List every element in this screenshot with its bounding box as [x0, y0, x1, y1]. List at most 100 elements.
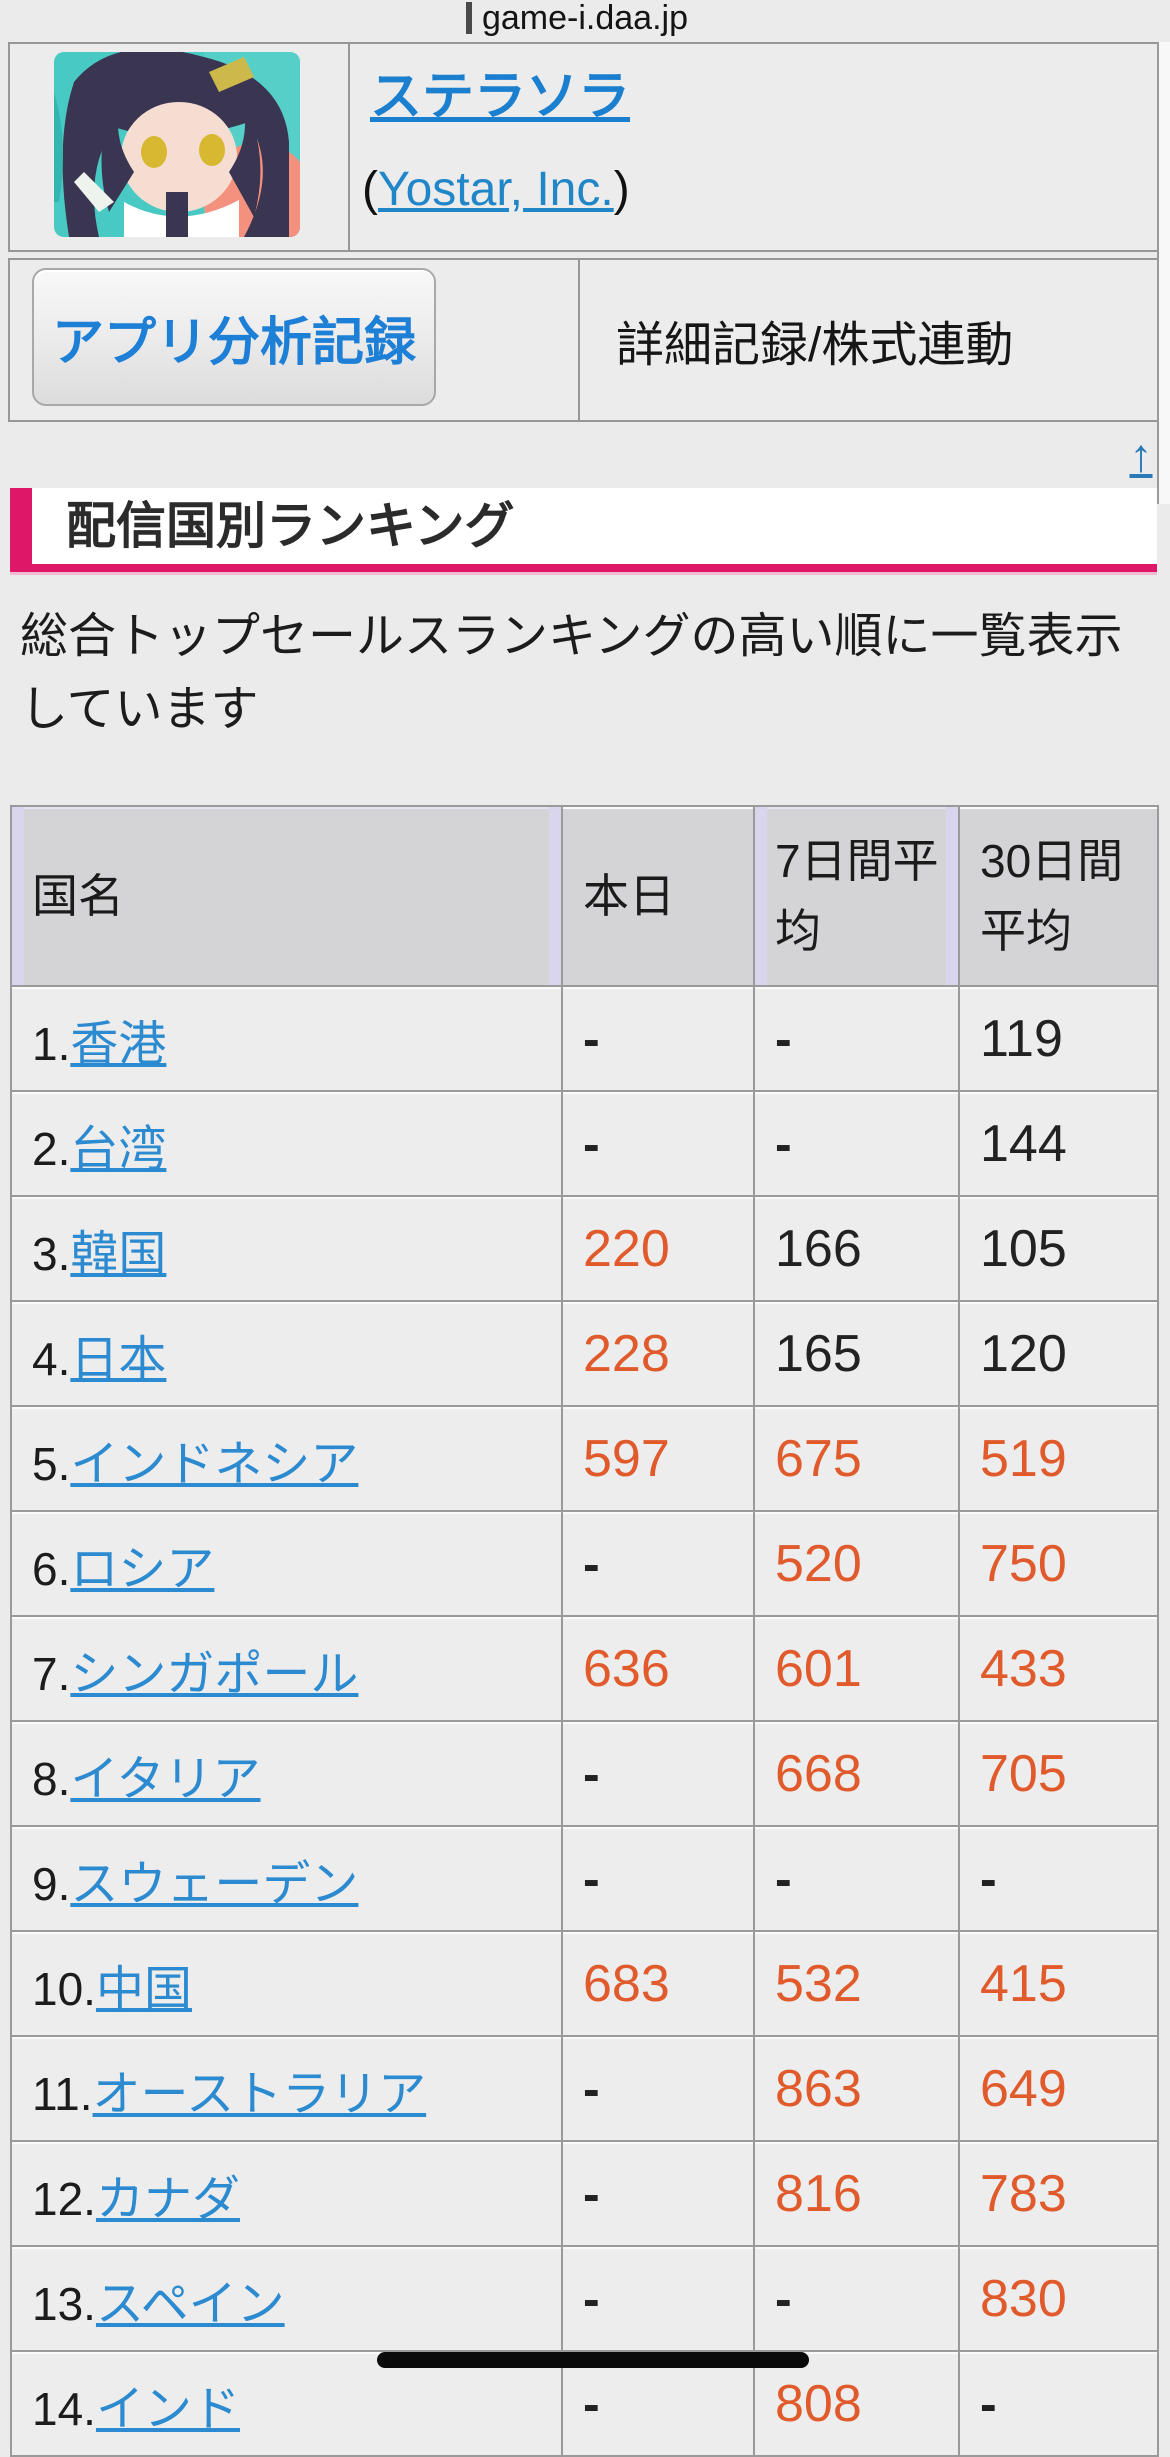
country-link[interactable]: インドネシア — [70, 1437, 359, 1491]
app-info-table: ステラソラ (Yostar, Inc.) — [8, 42, 1159, 252]
value-cell: - — [561, 2035, 755, 2142]
country-cell: 1.香港 — [10, 985, 563, 1092]
country-link[interactable]: 台湾 — [70, 1122, 167, 1176]
header-today: 本日 — [561, 805, 755, 987]
country-link[interactable]: 日本 — [70, 1332, 167, 1386]
value-cell: 119 — [958, 985, 1159, 1092]
table-row: 11.オーストラリア -863 649 — [10, 2035, 1159, 2142]
country-link[interactable]: カナダ — [95, 2172, 240, 2226]
value-cell: 816 — [753, 2140, 960, 2247]
value-cell: - — [561, 985, 755, 1092]
section-description: 総合トップセールスランキングの高い順に一覧表示しています — [20, 610, 1123, 736]
value-cell: 597 — [561, 1405, 755, 1512]
value-cell: 220 — [561, 1195, 755, 1302]
table-row: 3.韓国 220 166 105 — [10, 1195, 1159, 1302]
rank-number: 14. — [32, 2382, 96, 2435]
country-link[interactable]: スペイン — [95, 2277, 285, 2331]
value-cell: - — [753, 2245, 960, 2352]
developer-paren-close: ) — [613, 163, 630, 216]
value-cell: - — [753, 1825, 960, 1932]
table-row: 1.香港 - -119 — [10, 985, 1159, 1092]
header-30day-average: 30日間平均 — [958, 805, 1159, 987]
detail-record-label: 詳細記録/株式連動 — [616, 319, 1014, 372]
value-cell: 532 — [753, 1930, 960, 2037]
country-cell: 12.カナダ — [10, 2140, 563, 2247]
header-country: 国名 — [10, 805, 563, 987]
value-cell: 601 — [753, 1615, 960, 1722]
browser-url-bar[interactable]: game-i.daa.jp — [481, 0, 688, 37]
value-cell: 830 — [958, 2245, 1159, 2352]
rank-number: 10. — [32, 1962, 96, 2015]
country-link[interactable]: ロシア — [70, 1542, 215, 1596]
country-link[interactable]: シンガポール — [70, 1647, 359, 1701]
cell-divider — [578, 260, 580, 420]
value-cell: 649 — [958, 2035, 1159, 2142]
section-title: 配信国別ランキング — [66, 498, 515, 554]
rank-number: 13. — [32, 2277, 96, 2330]
country-ranking-table: 国名 本日 7日間平均 30日間平均 1.香港 - -119 2.台湾 - -144 3.韓… — [10, 805, 1159, 2457]
developer-paren-open: ( — [362, 163, 378, 216]
country-cell: 11.オーストラリア — [10, 2035, 563, 2142]
rank-number: 5. — [32, 1437, 71, 1490]
value-cell: - — [958, 1825, 1159, 1932]
country-cell: 2.台湾 — [10, 1090, 563, 1197]
table-row: 10.中国 683 532 415 — [10, 1930, 1159, 2037]
rank-number: 7. — [32, 1647, 71, 1700]
header-7day-average: 7日間平均 — [753, 805, 960, 987]
table-header-row: 国名 本日 7日間平均 30日間平均 — [10, 805, 1159, 987]
home-indicator — [377, 2352, 809, 2368]
country-link[interactable]: 韓国 — [70, 1227, 167, 1281]
app-developer: (Yostar, Inc.) — [362, 162, 630, 217]
value-cell: 105 — [958, 1195, 1159, 1302]
value-cell: - — [753, 1090, 960, 1197]
value-cell: - — [561, 1825, 755, 1932]
clipped-content-fragment — [466, 2, 472, 34]
section-header: 配信国別ランキング — [10, 488, 1157, 572]
rank-number: 6. — [32, 1542, 71, 1595]
value-cell: 668 — [753, 1720, 960, 1827]
value-cell: - — [561, 1090, 755, 1197]
country-link[interactable]: 香港 — [70, 1017, 167, 1071]
country-link[interactable]: スウェーデン — [70, 1857, 359, 1911]
app-analysis-record-button[interactable]: アプリ分析記録 — [32, 268, 436, 406]
table-row: 9.スウェーデン - - - — [10, 1825, 1159, 1932]
table-row: 6.ロシア -520 750 — [10, 1510, 1159, 1617]
value-cell: 863 — [753, 2035, 960, 2142]
rank-number: 2. — [32, 1122, 71, 1175]
developer-link[interactable]: Yostar, Inc. — [377, 163, 614, 216]
ranking-table-body: 1.香港 - -119 2.台湾 - -144 3.韓国 220 166 105 4.日本 228 16… — [10, 985, 1159, 2457]
country-cell: 7.シンガポール — [10, 1615, 563, 1722]
rank-number: 3. — [32, 1227, 71, 1280]
value-cell: 433 — [958, 1615, 1159, 1722]
value-cell: 166 — [753, 1195, 960, 1302]
value-cell: 783 — [958, 2140, 1159, 2247]
country-cell: 9.スウェーデン — [10, 1825, 563, 1932]
country-cell: 13.スペイン — [10, 2245, 563, 2352]
rank-number: 4. — [32, 1332, 71, 1385]
country-link[interactable]: インド — [95, 2382, 240, 2436]
value-cell: 144 — [958, 1090, 1159, 1197]
country-cell: 3.韓国 — [10, 1195, 563, 1302]
value-cell: 750 — [958, 1510, 1159, 1617]
rank-number: 8. — [32, 1752, 71, 1805]
value-cell: 519 — [958, 1405, 1159, 1512]
app-title-link-wrap: ステラソラ — [370, 54, 630, 129]
rank-number: 1. — [32, 1017, 71, 1070]
app-title-link[interactable]: ステラソラ — [370, 68, 631, 126]
country-link[interactable]: イタリア — [70, 1752, 261, 1806]
value-cell: 636 — [561, 1615, 755, 1722]
table-row: 13.スペイン - -830 — [10, 2245, 1159, 2352]
cell-divider — [348, 44, 350, 250]
rank-number: 9. — [32, 1857, 71, 1910]
value-cell: - — [958, 2350, 1159, 2457]
table-row: 2.台湾 - -144 — [10, 1090, 1159, 1197]
table-row: 8.イタリア -668 705 — [10, 1720, 1159, 1827]
rank-number: 12. — [32, 2172, 96, 2225]
table-row: 4.日本 228 165 120 — [10, 1300, 1159, 1407]
country-link[interactable]: オーストラリア — [92, 2067, 427, 2121]
value-cell: 675 — [753, 1405, 960, 1512]
value-cell: 520 — [753, 1510, 960, 1617]
value-cell: 228 — [561, 1300, 755, 1407]
back-to-top-link[interactable]: ↑ — [1129, 429, 1153, 481]
country-link[interactable]: 中国 — [95, 1962, 192, 2016]
